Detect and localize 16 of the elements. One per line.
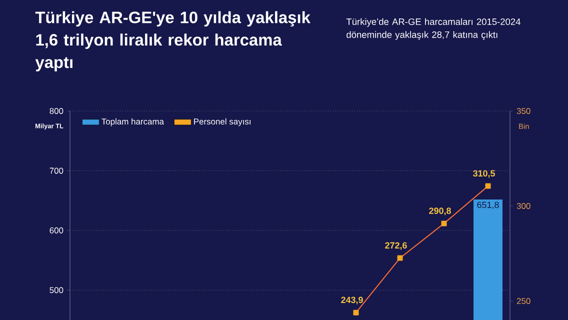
- chart-title: Türkiye AR-GE'ye 10 yılda yaklaşık 1,6 trilyon liralık rekor harcama yaptı: [35, 11, 310, 72]
- y-tick-label: 800: [50, 108, 64, 114]
- data-label: 243,9: [341, 296, 363, 304]
- y2-tick-label: 250: [516, 298, 530, 304]
- y2-tick-label: 300: [516, 203, 530, 209]
- data-label: 310,5: [473, 170, 495, 178]
- y2-tick-label: 350: [516, 108, 530, 114]
- chart-subtitle: Türkiye’de AR-GE harcamaları 2015-2024 döneminde yaklaşık 28,7 katına çıktı: [346, 18, 520, 40]
- legend-label: Personel sayısı: [194, 118, 250, 126]
- data-label: 272,6: [385, 242, 407, 250]
- data-label: 651,8: [477, 202, 499, 210]
- y-tick-label: 600: [50, 227, 64, 234]
- y-tick-label: 700: [50, 168, 64, 174]
- legend-label: Toplam harcama: [102, 118, 164, 126]
- y-tick-label: 500: [50, 287, 64, 294]
- data-label: 290,8: [429, 208, 451, 216]
